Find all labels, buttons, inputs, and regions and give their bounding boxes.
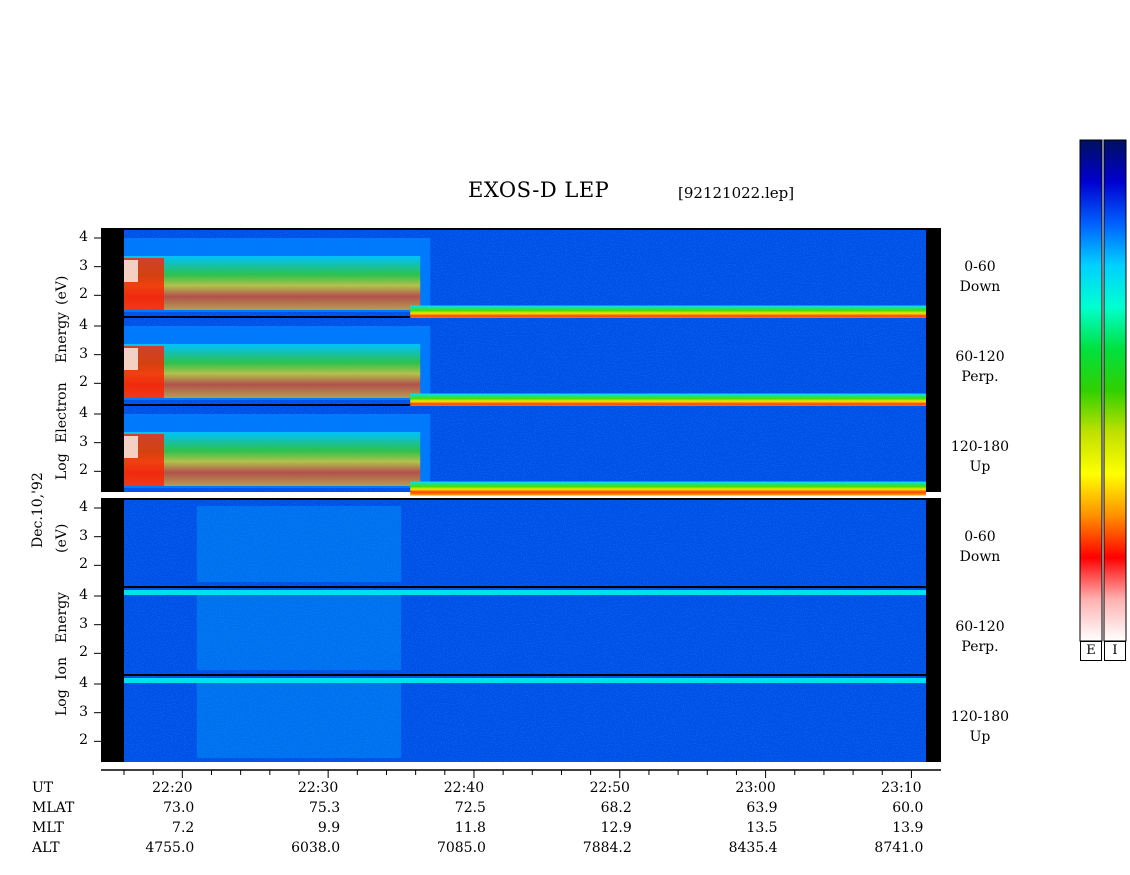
electron-burst-core-2 [124, 432, 421, 486]
electron-saturation-0 [124, 260, 138, 282]
ut-tick-label: 23:00 [735, 780, 776, 796]
ytick-label: 3 [79, 433, 88, 450]
channel-line-1: Up [969, 459, 991, 475]
ytick-label: 4 [79, 587, 88, 603]
electron-burst-core-0 [124, 256, 421, 310]
channel-line-0: 60-120 [955, 349, 1005, 365]
chart-title: EXOS-D LEP [468, 178, 610, 202]
ion-top-band-2 [124, 678, 926, 683]
channel-line-0: 120-180 [950, 439, 1010, 455]
ytick-label: 4 [79, 229, 88, 245]
channel-label-0-0: 0-60 Down [940, 257, 1020, 297]
panel-noise-1-0 [124, 500, 926, 586]
ut-tick-label: 22:20 [152, 780, 193, 796]
row-label-alt: ALT [32, 840, 60, 856]
channel-line-1: Down [959, 279, 1001, 295]
electron-band-0 [410, 305, 927, 320]
ut-tick-label: 22:30 [297, 780, 339, 796]
channel-line-1: Perp. [961, 369, 999, 385]
ion-burst-2 [196, 682, 402, 758]
electron-saturation-1 [124, 348, 138, 370]
row-label-mlt: MLT [32, 820, 64, 836]
colorbar-label-e: E [1080, 641, 1102, 661]
ytick-label: 3 [79, 703, 88, 720]
colorbar-label-i: I [1104, 641, 1126, 661]
ytick-label: 2 [79, 644, 88, 661]
ion-burst-1 [196, 594, 402, 670]
row-value: 7.2 [172, 820, 195, 836]
ytick-label: 2 [79, 556, 88, 573]
ytick-label: 2 [79, 732, 88, 749]
date-label: Dec.10,'92 [30, 472, 46, 548]
row-value: 11.8 [454, 820, 486, 836]
channel-line-0: 0-60 [964, 259, 996, 275]
electron-burst-core-1 [124, 344, 421, 398]
row-value: 60.0 [892, 800, 924, 816]
row-value: 12.9 [600, 820, 632, 836]
channel-label-0-2: 120-180 Up [940, 437, 1020, 477]
ut-tick-label: 23:10 [881, 780, 922, 796]
channel-label-0-1: 60-120 Perp. [940, 347, 1020, 387]
row-value: 75.3 [308, 800, 341, 816]
ytick-label: 4 [79, 675, 88, 691]
channel-line-1: Perp. [961, 639, 999, 655]
ytick-label: 2 [79, 462, 88, 479]
ytick-label: 4 [79, 405, 88, 421]
row-value: 8741.0 [874, 840, 924, 856]
panel-noise-1-1 [124, 588, 926, 674]
electron-band-1 [410, 393, 927, 408]
row-value: 63.9 [746, 800, 778, 816]
panel-noise-1-2 [124, 676, 926, 762]
row-value: 7884.2 [582, 840, 632, 856]
channel-line-0: 60-120 [955, 619, 1005, 635]
row-value: 13.9 [892, 820, 924, 836]
colorbar-1 [1103, 139, 1127, 642]
ion-burst-0 [196, 506, 402, 582]
ion-top-band-1 [124, 590, 926, 595]
row-value: 73.0 [163, 800, 195, 816]
row-value: 7085.0 [436, 840, 486, 856]
channel-line-0: 120-180 [950, 709, 1010, 725]
ytick-label: 4 [79, 317, 88, 333]
ytick-label: 4 [79, 499, 88, 515]
row-value: 9.9 [317, 820, 341, 836]
colorbar-0 [1079, 139, 1103, 642]
row-value: 6038.0 [291, 840, 341, 856]
ytick-label: 3 [79, 615, 88, 632]
ytick-label: 3 [79, 527, 88, 544]
row-label-mlat: MLAT [32, 800, 75, 816]
channel-label-1-2: 120-180 Up [940, 707, 1020, 747]
ytick-label: 2 [79, 374, 88, 391]
file-name: [92121022.lep] [678, 184, 795, 202]
ut-tick-label: 22:50 [589, 780, 630, 796]
ytick-label: 2 [79, 286, 88, 303]
ytick-label: 3 [79, 257, 88, 274]
electron-saturation-2 [124, 436, 138, 458]
electron-band-2 [410, 481, 927, 496]
row-value: 68.2 [600, 800, 632, 816]
row-label-ut: UT [32, 780, 54, 796]
ytick-label: 3 [79, 345, 88, 362]
channel-label-1-0: 0-60 Down [940, 527, 1020, 567]
channel-line-1: Down [959, 549, 1001, 565]
row-value: 13.5 [746, 820, 778, 836]
row-value: 72.5 [454, 800, 486, 816]
channel-line-1: Up [969, 729, 991, 745]
channel-line-0: 0-60 [964, 529, 996, 545]
ut-tick-label: 22:40 [443, 780, 485, 796]
row-value: 4755.0 [145, 840, 195, 856]
channel-label-1-1: 60-120 Perp. [940, 617, 1020, 657]
row-value: 8435.4 [728, 840, 778, 856]
